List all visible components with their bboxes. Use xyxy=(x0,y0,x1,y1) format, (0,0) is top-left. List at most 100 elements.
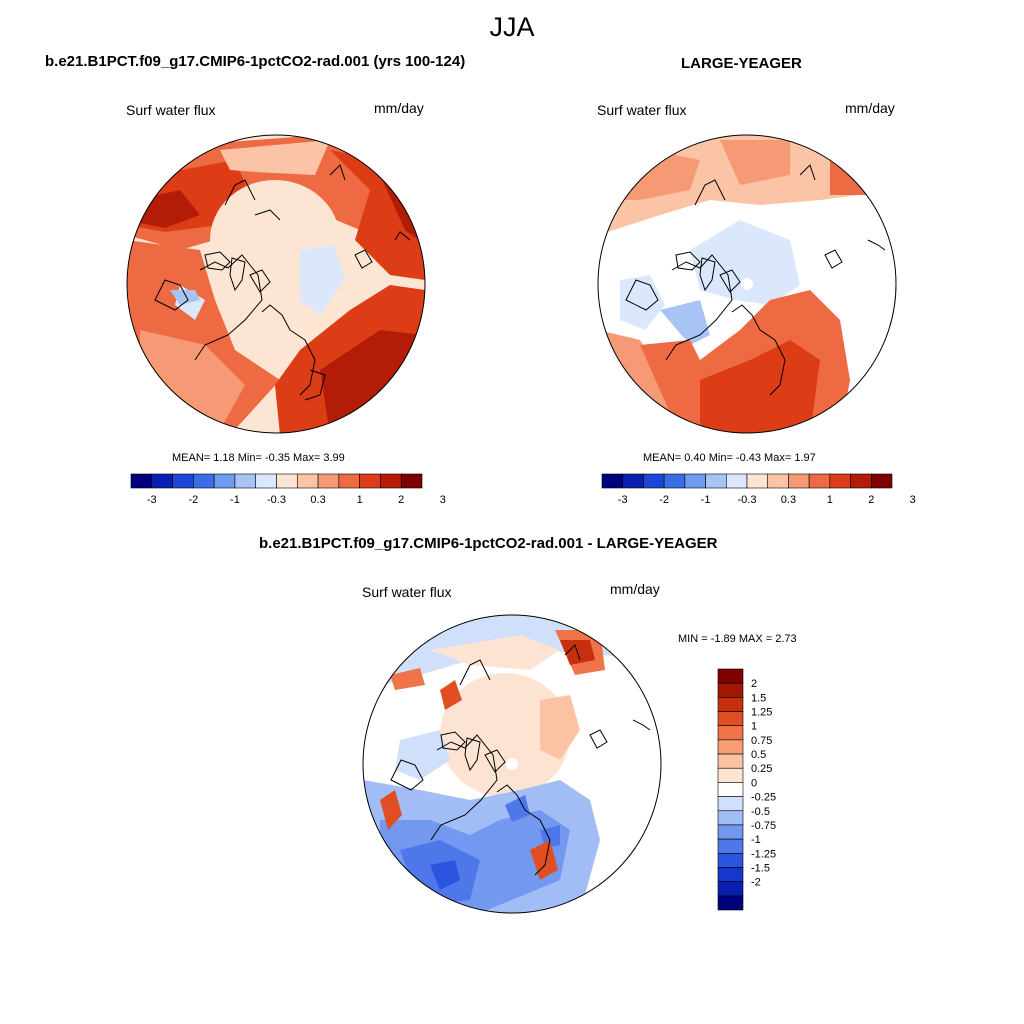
colorbar-swatch xyxy=(717,852,744,868)
colorbar-tick-label: -0.75 xyxy=(751,820,776,832)
colorbar-tick-label: -2 xyxy=(659,494,669,506)
colorbar-tick-label: 1 xyxy=(357,494,363,506)
colorbar-swatch xyxy=(643,473,665,489)
colorbar-swatch xyxy=(172,473,194,489)
colorbar-swatch xyxy=(296,473,319,489)
colorbar-swatch xyxy=(193,473,215,489)
panel3-variable-label: Surf water flux xyxy=(362,584,452,600)
colorbar-tick-label: -1 xyxy=(751,834,761,846)
panel2-coastlines xyxy=(625,164,886,396)
colorbar-swatch xyxy=(317,473,340,489)
colorbar-swatch xyxy=(705,473,727,489)
colorbar-swatch xyxy=(717,725,744,741)
panel3-map xyxy=(362,614,662,914)
panel2-map-border xyxy=(597,134,897,434)
colorbar-swatch xyxy=(255,473,277,489)
colorbar-tick-label: -1 xyxy=(701,494,711,506)
colorbar-swatch xyxy=(663,473,686,489)
colorbar-swatch xyxy=(380,473,402,489)
colorbar-swatch xyxy=(717,782,744,797)
colorbar-swatch xyxy=(400,473,423,489)
colorbar-swatch xyxy=(717,711,744,727)
colorbar-swatch xyxy=(130,473,153,489)
colorbar-swatch xyxy=(338,473,360,489)
colorbar-swatch xyxy=(234,473,257,489)
panel1-map xyxy=(126,134,426,434)
colorbar-swatch xyxy=(717,867,744,882)
colorbar-swatch xyxy=(717,697,744,712)
panel2-variable-label: Surf water flux xyxy=(597,102,687,118)
panel1-colorbar: -3 -2 -1 -0.3 0.3 1 2 3 xyxy=(130,473,446,506)
colorbar-swatch xyxy=(359,473,381,489)
panel3-stats: MIN = -1.89 MAX = 2.73 xyxy=(678,633,797,645)
colorbar-tick-label: -2 xyxy=(751,877,761,889)
colorbar-tick-label: -0.5 xyxy=(751,806,770,818)
panel1-units-label: mm/day xyxy=(374,100,424,116)
colorbar-tick-label: -0.3 xyxy=(267,494,286,506)
panel2-stats: MEAN= 0.40 Min= -0.43 Max= 1.97 xyxy=(643,452,816,464)
panel3-map-border xyxy=(362,614,662,914)
colorbar-tick-label: 1 xyxy=(827,494,833,506)
colorbar-swatch xyxy=(717,824,744,840)
panel1-coastlines xyxy=(154,164,411,401)
panel3-coastlines xyxy=(390,644,651,876)
colorbar-tick-label: -1 xyxy=(230,494,240,506)
panel3-pole-hole xyxy=(506,758,518,770)
colorbar-tick-label: -2 xyxy=(188,494,198,506)
panel2-units-label: mm/day xyxy=(845,100,895,116)
colorbar-swatch xyxy=(808,473,831,489)
colorbar-swatch xyxy=(601,473,624,489)
colorbar-tick-label: -3 xyxy=(618,494,628,506)
colorbar-tick-label: 0.3 xyxy=(310,494,325,506)
colorbar-swatch xyxy=(870,473,893,489)
colorbar-tick-label: -0.3 xyxy=(738,494,757,506)
panel3-colorbar: 2 1.5 1.25 1 0.75 0.5 0.25 0 -0.25 -0.5 -0.75 -1 -1.… xyxy=(717,668,776,911)
colorbar-tick-label: -0.25 xyxy=(751,792,776,804)
colorbar-tick-label: 1 xyxy=(751,721,757,733)
panel2-filled-contours xyxy=(598,135,896,433)
colorbar-swatch xyxy=(767,473,789,489)
colorbar-tick-label: 3 xyxy=(440,494,446,506)
panel2-title: LARGE-YEAGER xyxy=(681,55,802,72)
colorbar-swatch xyxy=(725,473,748,489)
colorbar-swatch xyxy=(717,796,744,812)
colorbar-tick-label: 1.5 xyxy=(751,692,766,704)
colorbar-tick-label: 2 xyxy=(751,678,757,690)
colorbar-swatch xyxy=(717,767,744,783)
colorbar-tick-label: 0.75 xyxy=(751,735,772,747)
colorbar-swatch xyxy=(850,473,872,489)
colorbar-tick-label: 0.3 xyxy=(781,494,796,506)
panel3-title: b.e21.B1PCT.f09_g17.CMIP6-1pctCO2-rad.00… xyxy=(259,535,718,552)
colorbar-swatch xyxy=(684,473,706,489)
colorbar-swatch xyxy=(717,668,744,684)
colorbar-swatch xyxy=(788,473,810,489)
figure-supertitle: JJA xyxy=(489,12,535,42)
colorbar-tick-label: 1.25 xyxy=(751,707,772,719)
colorbar-swatch xyxy=(213,473,236,489)
panel2-pole-hole xyxy=(741,278,753,290)
colorbar-tick-label: 3 xyxy=(910,494,916,506)
colorbar-tick-label: -3 xyxy=(147,494,157,506)
colorbar-swatch xyxy=(276,473,298,489)
panel1-stats: MEAN= 1.18 Min= -0.35 Max= 3.99 xyxy=(172,452,345,464)
colorbar-tick-label: 0.25 xyxy=(751,763,772,775)
colorbar-swatch xyxy=(151,473,173,489)
colorbar-swatch xyxy=(829,473,851,489)
colorbar-swatch xyxy=(717,753,744,769)
colorbar-tick-label: 0 xyxy=(751,777,757,789)
panel1-variable-label: Surf water flux xyxy=(126,102,216,118)
colorbar-tick-label: 2 xyxy=(868,494,874,506)
colorbar-swatch xyxy=(717,838,744,854)
panel1-map-border xyxy=(126,134,426,434)
colorbar-swatch xyxy=(717,895,744,911)
colorbar-tick-label: -1.5 xyxy=(751,862,770,874)
panel2-map xyxy=(597,134,897,434)
colorbar-tick-label: 2 xyxy=(398,494,404,506)
colorbar-swatch xyxy=(717,682,744,698)
colorbar-swatch xyxy=(717,810,744,826)
colorbar-swatch xyxy=(717,881,744,897)
colorbar-tick-label: 0.5 xyxy=(751,749,766,761)
panel3-units-label: mm/day xyxy=(610,581,660,597)
colorbar-swatch xyxy=(622,473,644,489)
